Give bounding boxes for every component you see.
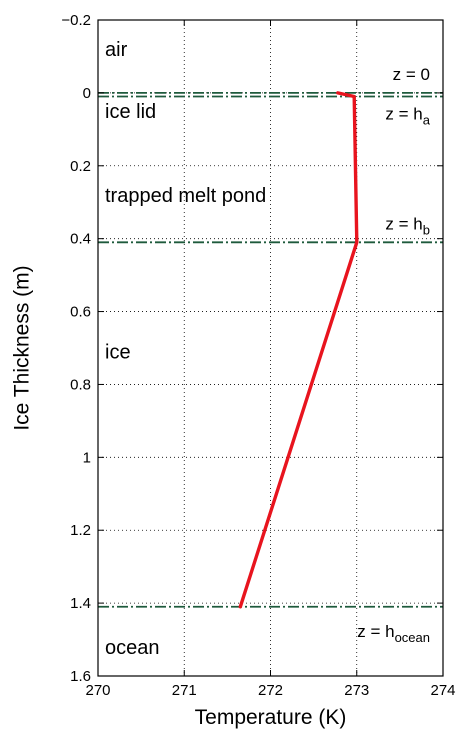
series-group (238, 91, 359, 609)
x-axis-label: Temperature (K) (195, 706, 347, 729)
temperature-profile-line (238, 91, 359, 609)
y-tick-label: 0.6 (70, 304, 91, 321)
interface-labels: z = 0 z = ha z = hb z = hocean (357, 65, 431, 645)
axis-ticks: 270 271 272 273 274 −0.2 0 0.2 0.4 0.6 0.8 1 1.2 1.4 1… (61, 12, 455, 699)
y-tick-label: 0.8 (70, 376, 91, 393)
x-tick-label: 274 (430, 682, 455, 699)
interface-label: z = hocean (357, 622, 430, 645)
interface-label: z = hb (385, 214, 430, 237)
x-tick-label: 271 (172, 682, 197, 699)
y-tick-label: −0.2 (61, 12, 91, 29)
x-tick-label: 272 (258, 682, 283, 699)
region-label: ice (105, 342, 131, 364)
y-tick-label: 1 (83, 449, 91, 466)
y-tick-label: 1.2 (70, 522, 91, 539)
y-tick-label: 0.4 (70, 231, 91, 248)
region-label: ocean (105, 637, 160, 659)
region-labels: air ice lid trapped melt pond ice ocean (105, 39, 266, 659)
region-label: air (105, 39, 128, 61)
x-tick-label: 273 (344, 682, 369, 699)
interface-label: z = 0 (393, 65, 430, 84)
region-label: ice lid (105, 101, 156, 123)
region-label: trapped melt pond (105, 185, 266, 207)
y-axis-label: Ice Thickness (m) (11, 265, 34, 430)
x-tick-label: 270 (85, 682, 110, 699)
interface-lines (98, 91, 443, 608)
y-tick-label: 1.6 (70, 668, 91, 685)
interface-label: z = ha (385, 105, 430, 128)
y-tick-label: 0.2 (70, 158, 91, 175)
y-tick-label: 1.4 (70, 595, 91, 612)
y-tick-label: 0 (83, 85, 91, 102)
